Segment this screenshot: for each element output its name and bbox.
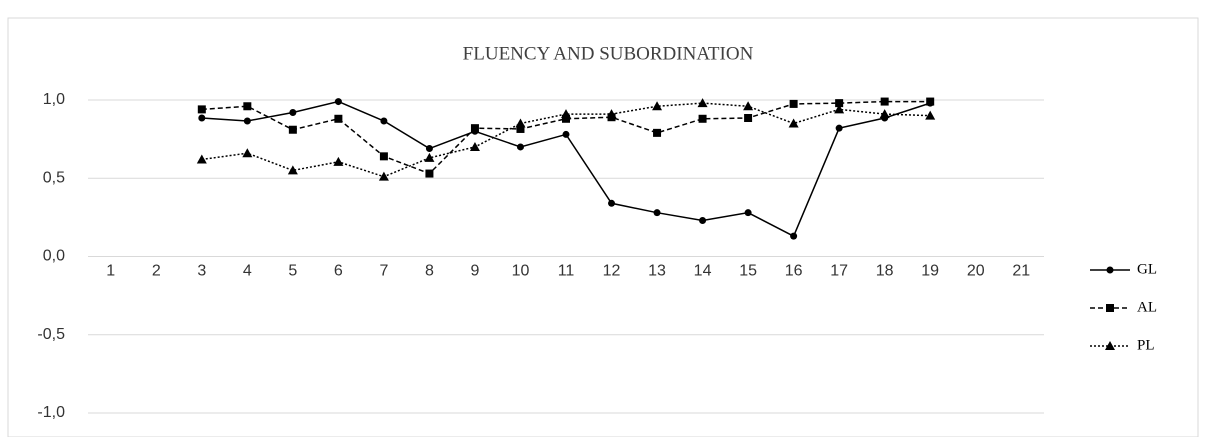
data-point bbox=[789, 99, 798, 108]
chart-title: FLUENCY AND SUBORDINATION bbox=[463, 43, 754, 64]
data-point bbox=[835, 99, 844, 108]
data-point bbox=[243, 102, 252, 111]
data-point bbox=[516, 124, 525, 133]
data-point bbox=[243, 117, 251, 125]
legend-marker bbox=[1106, 266, 1114, 274]
x-tick-label: 1 bbox=[106, 263, 115, 280]
legend-label: AL bbox=[1137, 299, 1157, 315]
data-point bbox=[561, 109, 571, 119]
data-point bbox=[653, 209, 661, 217]
data-point bbox=[834, 104, 845, 114]
x-tick-label: 13 bbox=[648, 263, 666, 280]
data-point bbox=[652, 101, 663, 111]
x-tick-label: 2 bbox=[152, 263, 161, 280]
data-point bbox=[515, 118, 526, 128]
y-tick-label: 0,0 bbox=[43, 248, 65, 265]
data-point bbox=[790, 232, 798, 240]
data-point bbox=[378, 171, 389, 181]
data-point bbox=[879, 109, 890, 119]
data-point bbox=[562, 114, 570, 123]
data-point bbox=[562, 130, 570, 138]
data-point bbox=[606, 109, 617, 119]
y-tick-label: -0,5 bbox=[37, 326, 65, 343]
x-tick-label: 3 bbox=[197, 263, 206, 280]
x-tick-label: 20 bbox=[967, 263, 985, 280]
y-tick-label: 0,5 bbox=[43, 169, 65, 186]
data-point bbox=[926, 97, 935, 106]
data-point bbox=[744, 209, 752, 217]
y-tick-label: -1,0 bbox=[37, 404, 65, 421]
legend-marker bbox=[1105, 341, 1115, 350]
data-point bbox=[288, 125, 297, 134]
data-point bbox=[469, 141, 480, 151]
data-point bbox=[925, 110, 936, 120]
data-point bbox=[424, 152, 435, 162]
x-tick-label: 15 bbox=[739, 263, 757, 280]
data-point bbox=[470, 124, 479, 133]
data-point bbox=[196, 154, 207, 164]
series-line bbox=[201, 100, 931, 175]
data-point bbox=[880, 97, 889, 106]
data-point bbox=[653, 128, 662, 137]
data-point bbox=[287, 165, 298, 175]
series-line bbox=[201, 102, 931, 178]
data-point bbox=[744, 113, 753, 122]
x-tick-label: 12 bbox=[603, 263, 621, 280]
x-tick-label: 7 bbox=[379, 263, 388, 280]
x-tick-label: 8 bbox=[425, 263, 434, 280]
data-point bbox=[198, 114, 206, 122]
legend-label: GL bbox=[1137, 261, 1157, 277]
data-point bbox=[197, 105, 206, 114]
chart-frame bbox=[7, 17, 1199, 437]
x-tick-label: 14 bbox=[694, 263, 712, 280]
data-point bbox=[835, 124, 843, 132]
x-tick-label: 17 bbox=[830, 263, 848, 280]
legend-marker bbox=[1106, 304, 1114, 312]
data-point bbox=[379, 152, 388, 161]
y-tick-label: 1,0 bbox=[43, 91, 65, 108]
x-tick-label: 6 bbox=[334, 263, 343, 280]
x-tick-label: 11 bbox=[558, 263, 575, 280]
x-tick-label: 5 bbox=[288, 263, 297, 280]
data-point bbox=[242, 148, 253, 158]
data-point bbox=[425, 145, 433, 153]
legend-label: PL bbox=[1137, 337, 1155, 353]
data-point bbox=[333, 156, 344, 166]
data-point bbox=[334, 114, 343, 123]
data-point bbox=[516, 143, 524, 151]
x-tick-label: 9 bbox=[470, 263, 479, 280]
x-tick-label: 10 bbox=[512, 263, 530, 280]
data-point bbox=[425, 169, 434, 178]
x-tick-label: 19 bbox=[921, 263, 939, 280]
data-point bbox=[608, 199, 616, 207]
x-tick-label: 18 bbox=[876, 263, 894, 280]
data-point bbox=[334, 98, 342, 106]
x-tick-label: 16 bbox=[785, 263, 803, 280]
data-point bbox=[698, 114, 707, 123]
x-tick-label: 4 bbox=[243, 263, 252, 280]
data-point bbox=[743, 101, 754, 111]
data-point bbox=[289, 109, 297, 117]
data-point bbox=[697, 98, 708, 108]
data-point bbox=[380, 117, 388, 125]
data-point bbox=[699, 217, 707, 225]
data-point bbox=[788, 118, 799, 128]
x-tick-label: 21 bbox=[1012, 263, 1030, 280]
